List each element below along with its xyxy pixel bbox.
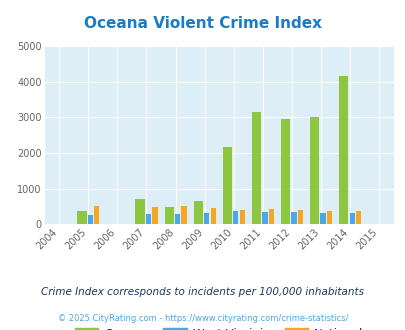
- Bar: [94, 206, 99, 224]
- Bar: [280, 119, 290, 224]
- Bar: [297, 210, 302, 224]
- Bar: [338, 76, 347, 224]
- Bar: [152, 207, 157, 224]
- Bar: [222, 147, 232, 224]
- Bar: [268, 210, 273, 224]
- Bar: [135, 199, 145, 224]
- Text: © 2025 CityRating.com - https://www.cityrating.com/crime-statistics/: © 2025 CityRating.com - https://www.city…: [58, 314, 347, 323]
- Bar: [181, 206, 186, 224]
- Bar: [355, 211, 360, 224]
- Bar: [291, 212, 296, 224]
- Bar: [320, 214, 325, 224]
- Bar: [232, 211, 238, 224]
- Bar: [210, 208, 215, 224]
- Bar: [204, 213, 209, 224]
- Bar: [239, 210, 244, 224]
- Legend: Oceana, West Virginia, National: Oceana, West Virginia, National: [70, 323, 367, 330]
- Bar: [349, 214, 354, 224]
- Bar: [251, 112, 260, 224]
- Bar: [77, 211, 86, 224]
- Bar: [262, 212, 267, 224]
- Bar: [326, 211, 331, 224]
- Bar: [193, 201, 202, 224]
- Text: Crime Index corresponds to incidents per 100,000 inhabitants: Crime Index corresponds to incidents per…: [41, 287, 364, 297]
- Bar: [87, 215, 93, 224]
- Bar: [164, 207, 173, 224]
- Text: Oceana Violent Crime Index: Oceana Violent Crime Index: [84, 16, 321, 31]
- Bar: [145, 214, 151, 224]
- Bar: [309, 117, 319, 224]
- Bar: [175, 214, 180, 224]
